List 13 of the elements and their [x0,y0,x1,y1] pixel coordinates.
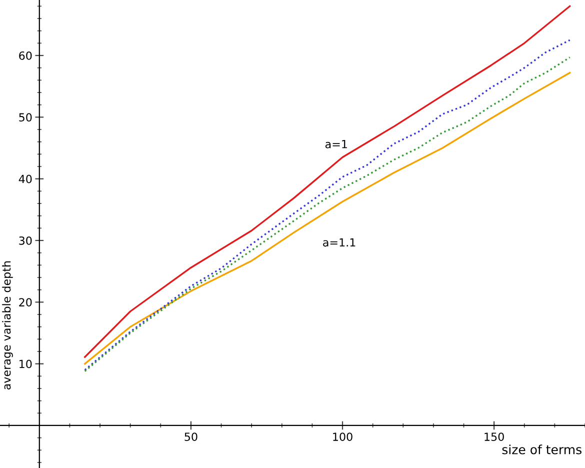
y-axis-title: average variable depth [2,261,13,390]
y-tick-label: 10 [20,360,32,368]
annotation: a=1 [325,140,347,148]
y-tick-label: 60 [19,51,32,60]
x-tick-label: 50 [184,432,198,441]
y-tick-label: 20 [19,298,32,307]
y-tick-label: 50 [19,113,32,122]
x-axis-title: size of terms [502,444,582,454]
y-tick-label: 30 [19,236,32,245]
x-tick-label: 150 [484,432,504,441]
annotation: a=1.1 [323,238,356,247]
y-tick-label: 40 [18,174,32,184]
x-tick-label: 100 [333,432,352,441]
